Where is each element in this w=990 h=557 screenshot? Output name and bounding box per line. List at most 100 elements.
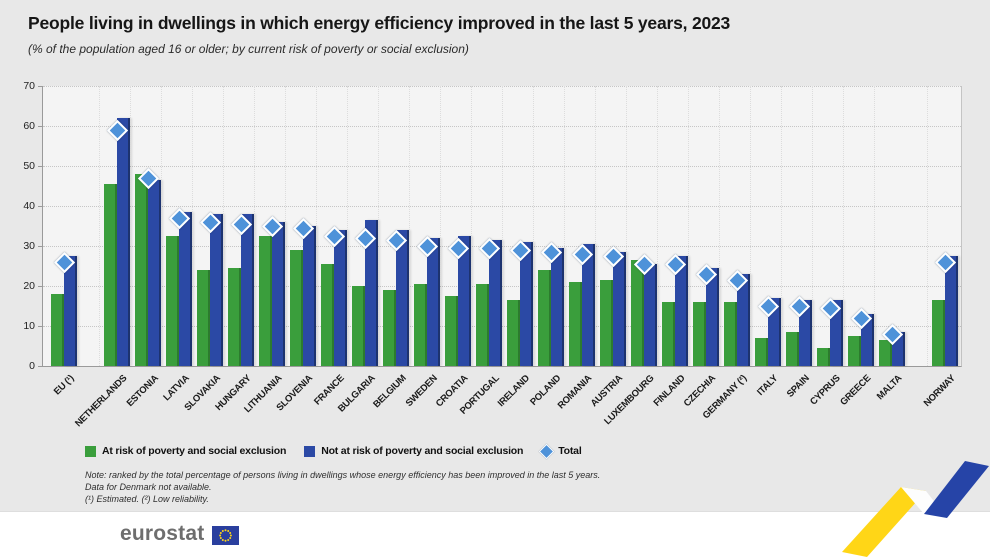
- at-risk-bar: [166, 236, 179, 366]
- at-risk-bar: [600, 280, 613, 366]
- y-tick-mark: [38, 246, 43, 247]
- x-gridline: [440, 86, 441, 366]
- bar-group: [102, 86, 133, 366]
- not-at-risk-bar: [241, 214, 254, 366]
- x-gridline: [192, 86, 193, 366]
- bar-group: [567, 86, 598, 366]
- not-at-risk-bar: [210, 214, 223, 366]
- bar-group: [691, 86, 722, 366]
- legend-label: Total: [558, 445, 582, 457]
- x-gridline: [316, 86, 317, 366]
- legend-item-not-at-risk: Not at risk of poverty and social exclus…: [304, 445, 523, 457]
- bar-group: [474, 86, 505, 366]
- not-at-risk-bar: [303, 226, 316, 366]
- plot-area: 0 10 20 30 40 50 60 70 EU (¹) NETHERLANDS ESTONIA L…: [23, 80, 962, 429]
- not-at-risk-bar: [117, 118, 130, 366]
- x-axis-label: FINLAND: [651, 373, 688, 409]
- not-at-risk-bar: [64, 256, 77, 366]
- bar-group: [660, 86, 691, 366]
- page-subtitle: (% of the population aged 16 or older; b…: [28, 42, 469, 56]
- not-at-risk-bar: [675, 256, 688, 366]
- bar-group: [288, 86, 319, 366]
- bar-group: [195, 86, 226, 366]
- at-risk-bar: [445, 296, 458, 366]
- x-axis-label: EU (¹): [51, 373, 77, 398]
- bar-group: [226, 86, 257, 366]
- x-axis-label: ESTONIA: [124, 373, 161, 410]
- not-at-risk-bar: [272, 222, 285, 366]
- not-at-risk-bar: [737, 274, 750, 366]
- green-square-icon: [85, 445, 96, 457]
- at-risk-bar: [631, 260, 644, 366]
- x-gridline: [471, 86, 472, 366]
- bar-group: [784, 86, 815, 366]
- y-tick-label: 60: [23, 120, 35, 132]
- not-at-risk-bar: [768, 298, 781, 366]
- x-gridline: [161, 86, 162, 366]
- y-tick-label: 10: [23, 320, 35, 332]
- not-at-risk-bar: [520, 242, 533, 366]
- not-at-risk-bar: [179, 212, 192, 366]
- x-gridline: [781, 86, 782, 366]
- at-risk-bar: [135, 174, 148, 366]
- x-axis-label: CYPRUS: [807, 373, 843, 408]
- x-axis-label: ITALY: [755, 373, 781, 399]
- at-risk-bar: [290, 250, 303, 366]
- bar-group: [815, 86, 846, 366]
- y-tick-label: 70: [23, 80, 35, 92]
- bar-group: [930, 86, 961, 366]
- at-risk-bar: [693, 302, 706, 366]
- x-gridline: [874, 86, 875, 366]
- at-risk-bar: [51, 294, 64, 366]
- x-axis-label: IRELAND: [496, 373, 533, 410]
- legend-item-total: Total: [538, 443, 582, 459]
- eurostat-logo: eurostat: [120, 522, 205, 545]
- bar-group: [443, 86, 474, 366]
- not-at-risk-bar: [582, 244, 595, 366]
- x-axis-label: SPAIN: [784, 373, 812, 400]
- at-risk-bar: [932, 300, 945, 366]
- at-risk-bar: [197, 270, 210, 366]
- bar-group: [49, 86, 80, 366]
- x-axis-label: NETHERLANDS: [73, 373, 130, 430]
- not-at-risk-bar: [365, 220, 378, 366]
- not-at-risk-bar: [489, 240, 502, 366]
- bar-group: [133, 86, 164, 366]
- x-gridline: [347, 86, 348, 366]
- bar-group: [164, 86, 195, 366]
- not-at-risk-bar: [458, 236, 471, 366]
- bar-group: [629, 86, 660, 366]
- at-risk-bar: [321, 264, 334, 366]
- y-tick-mark: [38, 166, 43, 167]
- x-gridline: [99, 86, 100, 366]
- x-axis-label: GREECE: [838, 373, 874, 408]
- eurostat-ribbon-graphic: [842, 461, 989, 557]
- at-risk-bar: [507, 300, 520, 366]
- x-gridline: [595, 86, 596, 366]
- bar-group: [257, 86, 288, 366]
- x-axis-label: NORWAY: [921, 373, 958, 410]
- not-at-risk-bar: [706, 268, 719, 366]
- bar-group: [381, 86, 412, 366]
- not-at-risk-bar: [613, 252, 626, 366]
- at-risk-bar: [755, 338, 768, 366]
- note-flags: (¹) Estimated. (²) Low reliability.: [85, 494, 209, 504]
- x-gridline: [533, 86, 534, 366]
- bar-group: [877, 86, 908, 366]
- x-axis-label: LATVIA: [161, 373, 192, 404]
- y-tick-label: 20: [23, 280, 35, 292]
- bar-group: [350, 86, 381, 366]
- x-gridline: [927, 86, 928, 366]
- eu-flag-icon: [212, 526, 239, 545]
- x-axis-label: MALTA: [875, 373, 905, 403]
- not-at-risk-bar: [644, 264, 657, 366]
- y-tick-mark: [38, 126, 43, 127]
- y-tick-mark: [38, 86, 43, 87]
- not-at-risk-bar: [148, 180, 161, 366]
- y-tick-label: 30: [23, 240, 35, 252]
- y-tick-mark: [38, 286, 43, 287]
- y-tick-label: 0: [29, 360, 35, 372]
- note-denmark: Data for Denmark not available.: [85, 482, 212, 492]
- legend: At risk of poverty and social exclusion …: [85, 443, 590, 459]
